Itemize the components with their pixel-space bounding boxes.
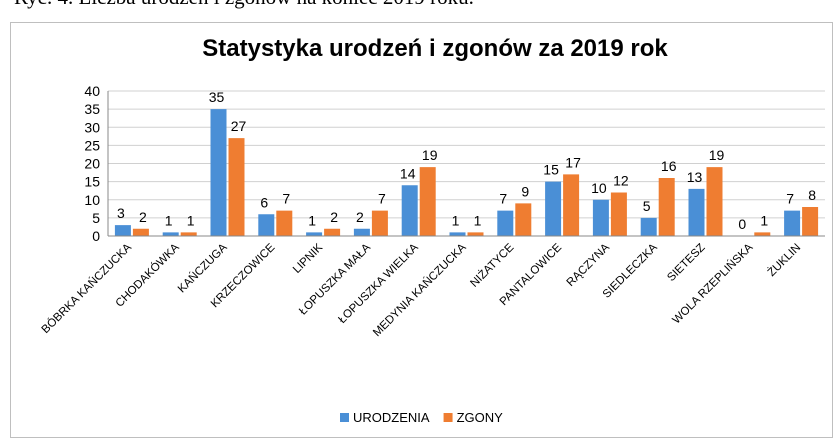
data-label: 1 xyxy=(452,212,460,228)
bar xyxy=(545,181,562,236)
data-label: 2 xyxy=(330,209,338,225)
chart-title: Statystyka urodzeń i zgonów za 2019 rok xyxy=(202,35,668,62)
bar xyxy=(449,232,466,236)
y-tick-label: 15 xyxy=(84,174,100,190)
bar xyxy=(784,210,801,236)
data-label: 8 xyxy=(808,187,816,203)
data-label: 16 xyxy=(661,158,677,174)
data-label: 7 xyxy=(282,191,290,207)
data-label: 7 xyxy=(378,191,386,207)
bar xyxy=(688,188,705,236)
data-label: 2 xyxy=(139,209,147,225)
bar xyxy=(114,225,131,236)
legend-swatch xyxy=(340,413,349,422)
bar xyxy=(276,210,293,236)
bar xyxy=(610,192,627,236)
data-label: 12 xyxy=(613,173,629,189)
caption: Ryc. 4. Liczba urodzeń i zgonów na konie… xyxy=(14,0,474,9)
y-tick-label: 40 xyxy=(84,83,100,99)
bar xyxy=(592,199,609,236)
data-label: 27 xyxy=(231,118,247,134)
data-label: 3 xyxy=(117,205,125,221)
data-label: 2 xyxy=(356,209,364,225)
data-label: 1 xyxy=(165,212,173,228)
data-label: 6 xyxy=(260,194,268,210)
data-label: 14 xyxy=(400,165,416,181)
bar xyxy=(563,174,580,236)
bar xyxy=(419,167,436,236)
bar xyxy=(210,109,227,236)
data-label: 9 xyxy=(521,183,529,199)
data-label: 19 xyxy=(709,147,725,163)
bar xyxy=(640,217,657,236)
y-tick-label: 10 xyxy=(84,192,100,208)
bar xyxy=(754,232,771,236)
data-label: 1 xyxy=(760,212,768,228)
legend-label: ZGONY xyxy=(457,410,504,425)
y-tick-label: 5 xyxy=(92,210,100,226)
bar xyxy=(658,178,675,236)
data-label: 35 xyxy=(209,89,225,105)
data-label: 19 xyxy=(422,147,438,163)
data-label: 1 xyxy=(308,212,316,228)
data-label: 0 xyxy=(738,216,746,232)
data-label: 15 xyxy=(543,162,559,178)
data-label: 1 xyxy=(474,212,482,228)
data-label: 10 xyxy=(591,180,607,196)
bar xyxy=(467,232,484,236)
bar xyxy=(706,167,723,236)
bar xyxy=(371,210,388,236)
bar xyxy=(515,203,532,236)
bar xyxy=(802,207,819,236)
bar xyxy=(401,185,418,236)
bar xyxy=(353,228,370,236)
bar xyxy=(228,138,245,236)
legend-label: URODZENIA xyxy=(353,410,430,425)
data-label: 1 xyxy=(187,212,195,228)
data-label: 5 xyxy=(643,198,651,214)
bar xyxy=(132,228,149,236)
bar xyxy=(324,228,341,236)
data-label: 7 xyxy=(499,191,507,207)
data-label: 17 xyxy=(565,154,581,170)
bar xyxy=(258,214,275,236)
legend-swatch xyxy=(443,413,453,422)
bar xyxy=(497,210,514,236)
data-label: 13 xyxy=(687,169,703,185)
bar xyxy=(162,232,179,236)
y-tick-label: 25 xyxy=(84,137,100,153)
bar xyxy=(306,232,323,236)
y-tick-label: 20 xyxy=(84,156,100,172)
data-label: 7 xyxy=(786,191,794,207)
bar xyxy=(180,232,197,236)
y-tick-label: 35 xyxy=(84,101,100,117)
y-tick-label: 0 xyxy=(92,228,100,244)
y-tick-label: 30 xyxy=(84,119,100,135)
